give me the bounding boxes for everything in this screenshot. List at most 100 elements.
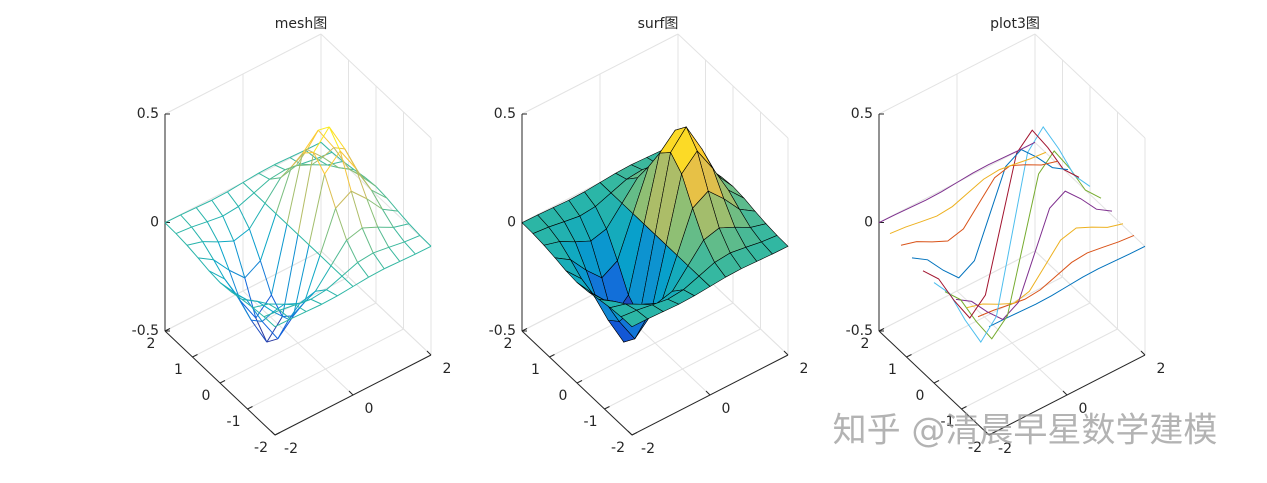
mesh-edge bbox=[248, 203, 266, 230]
grid-line bbox=[164, 33, 322, 115]
mesh-edge bbox=[197, 257, 210, 272]
mesh-edge bbox=[321, 295, 338, 305]
y-tick-label: -2 bbox=[254, 440, 268, 456]
y-tick-label: 0 bbox=[916, 388, 925, 404]
y-tick bbox=[906, 354, 912, 358]
mesh-edge bbox=[213, 259, 226, 280]
grid-line bbox=[320, 33, 432, 139]
grid-line bbox=[247, 328, 404, 410]
mesh-edge bbox=[310, 298, 323, 305]
mesh-edge bbox=[341, 262, 358, 277]
mesh-edge bbox=[175, 226, 192, 235]
y-tick-label: -1 bbox=[941, 414, 955, 430]
mesh-edge bbox=[346, 239, 359, 263]
x-tick-label: 2 bbox=[800, 361, 809, 377]
mesh-edge bbox=[296, 164, 312, 167]
mesh-edge bbox=[297, 234, 310, 246]
mesh-edge bbox=[257, 300, 269, 305]
grid-line bbox=[320, 250, 432, 356]
mesh-edge bbox=[295, 298, 311, 306]
mesh-edge bbox=[217, 241, 230, 271]
mesh-edge bbox=[270, 223, 288, 296]
axes-panel: surf图 -0.5 0 0.5 -2 -1 0 1 2 -2 0 2 bbox=[489, 16, 809, 457]
z-tick-label: -0.5 bbox=[132, 323, 159, 339]
mesh-edge bbox=[404, 234, 421, 243]
mesh-edge bbox=[324, 173, 337, 209]
y-tick-label: 0 bbox=[202, 388, 211, 404]
mesh-edge bbox=[393, 227, 405, 243]
mesh-edge bbox=[273, 156, 291, 166]
grid-line bbox=[1034, 142, 1146, 247]
mesh-edge bbox=[272, 303, 285, 313]
mesh-edge bbox=[258, 164, 275, 174]
mesh-edge bbox=[350, 190, 363, 229]
mesh-edge bbox=[314, 265, 332, 292]
mesh-edge bbox=[270, 294, 283, 317]
mesh-edge bbox=[248, 228, 261, 261]
y-tick bbox=[164, 328, 171, 332]
line-series bbox=[977, 234, 1135, 318]
mesh-edge bbox=[164, 222, 177, 234]
mesh-edge bbox=[224, 278, 236, 294]
line-series bbox=[889, 151, 1047, 235]
mesh-edge bbox=[289, 149, 306, 158]
mesh-edge bbox=[349, 168, 361, 177]
grid-line bbox=[677, 33, 789, 139]
mesh-edge bbox=[281, 234, 299, 317]
mesh-edge bbox=[361, 227, 374, 254]
line-series bbox=[966, 223, 1124, 309]
mesh-edge bbox=[322, 147, 335, 158]
mesh-edge bbox=[222, 206, 239, 217]
mesh-edge bbox=[355, 168, 368, 199]
x-tick-label: 0 bbox=[1079, 401, 1088, 417]
x-tick bbox=[270, 430, 276, 436]
mesh-edge bbox=[237, 206, 250, 230]
y-tick bbox=[549, 354, 555, 358]
mesh-edge bbox=[302, 129, 319, 154]
mesh-edge bbox=[191, 221, 208, 228]
mesh-edge bbox=[397, 210, 410, 225]
mesh-edge bbox=[297, 152, 315, 235]
mesh-edge bbox=[383, 260, 401, 270]
y-tick bbox=[878, 328, 885, 332]
mesh-edge bbox=[252, 307, 265, 318]
y-tick bbox=[192, 354, 198, 358]
mesh-edge bbox=[319, 254, 332, 267]
mesh-edge bbox=[255, 294, 272, 319]
mesh-edge bbox=[242, 172, 259, 183]
mesh-edge bbox=[218, 240, 234, 243]
mesh-edge bbox=[238, 192, 255, 207]
mesh-edge bbox=[305, 149, 317, 160]
mesh-edge bbox=[360, 175, 377, 187]
chart-title: surf图 bbox=[638, 16, 679, 32]
mesh-edge bbox=[322, 156, 339, 169]
mesh-edge bbox=[326, 289, 338, 297]
x-tick-label: 0 bbox=[722, 401, 731, 417]
mesh-edge bbox=[346, 227, 363, 241]
mesh-edge bbox=[337, 286, 354, 297]
axes-panel: plot3图 -0.5 0 0.5 -2 -1 0 1 2 -2 0 2 bbox=[846, 16, 1166, 457]
mesh-edge bbox=[186, 244, 199, 259]
mesh-edge bbox=[228, 269, 246, 279]
mesh-edge bbox=[241, 298, 258, 302]
z-tick-label: -0.5 bbox=[489, 323, 516, 339]
x-tick-label: -2 bbox=[284, 441, 298, 457]
mesh-edge bbox=[335, 190, 352, 209]
line-series bbox=[900, 160, 1058, 246]
x-tick bbox=[1062, 390, 1068, 396]
mesh-edge bbox=[386, 197, 399, 212]
x-tick bbox=[426, 350, 432, 356]
mesh-edge bbox=[377, 226, 390, 248]
y-tick bbox=[604, 406, 610, 410]
mesh-edge bbox=[244, 260, 261, 279]
mesh-edge bbox=[366, 198, 379, 228]
y-tick bbox=[631, 432, 638, 436]
mesh-edge bbox=[280, 166, 292, 179]
mesh-edge bbox=[357, 252, 374, 263]
grid-line bbox=[1034, 33, 1146, 139]
mesh-edge bbox=[305, 303, 323, 313]
z-tick-label: 0 bbox=[507, 215, 516, 231]
mesh-edge bbox=[279, 304, 296, 311]
mesh-edge bbox=[338, 167, 350, 170]
x-tick bbox=[984, 430, 990, 436]
